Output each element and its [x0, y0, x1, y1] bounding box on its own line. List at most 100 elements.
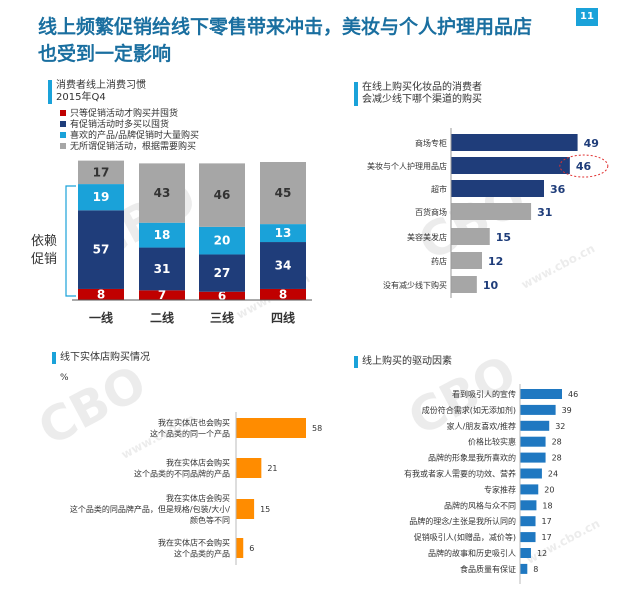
chart4-value-9: 17 — [542, 533, 552, 542]
chart1-bar-3-0 — [260, 288, 306, 300]
chart4-value-5: 24 — [548, 470, 558, 479]
chart3-heading: 线下实体店购买情况 — [52, 352, 150, 364]
chart3-heading-accent — [52, 352, 56, 364]
chart3-category-0-line-1: 这个品类的同一个产品 — [150, 429, 230, 439]
chart1-bar-label-1-0: 7 — [158, 288, 166, 302]
chart1-category-1: 二线 — [150, 310, 174, 325]
chart1-bar-label-2-3: 46 — [214, 188, 231, 202]
chart2-heading-accent — [354, 82, 358, 106]
chart2-highlight-ring — [559, 154, 609, 178]
chart4-bar-5 — [520, 468, 542, 479]
page-number-badge: 11 — [576, 8, 598, 26]
chart2-bar-3 — [451, 203, 532, 220]
chart2-bar-5 — [451, 252, 482, 269]
chart2-value-0: 49 — [584, 137, 599, 150]
chart1-bar-label-0-0: 8 — [97, 287, 105, 301]
chart3-category-3-line-0: 我在实体店不会购买 — [158, 538, 230, 548]
chart3-value-2: 15 — [260, 505, 270, 514]
chart4-bar-0 — [520, 389, 562, 399]
chart2-bar-1 — [451, 157, 570, 174]
chart1-bar-label-0-3: 17 — [93, 165, 110, 179]
chart1-bar-label-3-0: 8 — [279, 287, 287, 301]
chart4-category-10: 品牌的故事和历史吸引人 — [428, 548, 516, 558]
chart4-category-3: 价格比较实惠 — [468, 437, 516, 447]
chart1-bar-1-0 — [139, 290, 185, 300]
chart4-value-3: 28 — [552, 438, 562, 447]
chart4-bar-10 — [520, 548, 531, 558]
chart2-value-6: 10 — [483, 279, 499, 292]
chart4-bar-2 — [520, 420, 550, 431]
chart1-legend-label-1: 有促销活动时多买以囤货 — [70, 118, 169, 130]
chart1-bar-1-2 — [139, 222, 185, 248]
chart1-bar-1-3 — [139, 163, 185, 223]
chart2-category-6: 没有减少线下购买 — [383, 280, 447, 290]
chart3-bar-0 — [236, 418, 306, 438]
chart1-stacked-bars: 只等促销活动才购买并囤货有促销活动时多买以囤货喜欢的产品/品牌促销时大量购买无所… — [31, 107, 312, 325]
chart2-category-4: 美容美发店 — [407, 232, 447, 242]
chart1-bar-3-2 — [260, 224, 306, 243]
chart3-bar-2 — [236, 499, 255, 519]
chart3-category-1-line-0: 我在实体店会购买 — [166, 458, 230, 468]
chart3-unit: % — [60, 373, 69, 383]
chart1-heading-accent — [48, 80, 52, 104]
chart2-category-3: 百货商场 — [415, 207, 447, 217]
chart1-legend-swatch-3 — [60, 143, 66, 149]
chart1-bar-label-2-1: 27 — [214, 266, 231, 280]
chart3-category-1-line-1: 这个品类的不同品牌的产品 — [134, 469, 230, 479]
chart1-bar-1-1 — [139, 247, 185, 291]
chart2-bar-0 — [451, 134, 578, 151]
chart1-bar-3-1 — [260, 242, 306, 289]
chart4-value-0: 46 — [568, 390, 578, 399]
chart3-bar-3 — [236, 538, 244, 558]
chart1-bar-2-2 — [199, 226, 245, 255]
chart4-category-6: 专家推荐 — [484, 484, 516, 494]
chart1-bar-label-1-2: 18 — [154, 228, 171, 242]
chart4-category-1: 成份符合需求(如无添加剂) — [422, 405, 516, 415]
chart1-bar-0-0 — [78, 288, 124, 300]
chart1-title: 消费者线上消费习惯 — [56, 80, 146, 91]
chart1-legend-swatch-2 — [60, 132, 66, 138]
chart1-bar-3-3 — [260, 162, 306, 225]
chart1-bar-2-1 — [199, 254, 245, 292]
chart2-value-2: 36 — [550, 183, 566, 196]
chart1-legend-swatch-1 — [60, 121, 66, 127]
page-title-line-2: 也受到一定影响 — [38, 43, 172, 65]
chart3-offline-bars: 58我在实体店也会购买这个品类的同一个产品21我在实体店会购买这个品类的不同品牌… — [70, 412, 322, 565]
chart1-bar-0-2 — [78, 184, 124, 211]
chart2-subtitle: 会减少线下哪个渠道的购买 — [362, 94, 482, 105]
page-title-line-1: 线上频繁促销给线下零售带来冲击，美妆与个人护理用品店 — [38, 16, 533, 38]
chart4-category-8: 品牌的理念/主张是我所认同的 — [409, 516, 516, 526]
chart1-bar-label-2-2: 20 — [214, 234, 231, 248]
chart2-channel-bars: 商场专柜 49 美妆与个人护理用品店 46 超市 36 百货商场 31 美容美发店 15 药店 12 没… — [367, 128, 609, 298]
chart4-heading: 线上购买的驱动因素 — [354, 356, 452, 368]
chart3-category-3-line-1: 这个品类的产品 — [174, 549, 230, 559]
chart4-heading-accent — [354, 356, 358, 368]
chart4-category-11: 食品质量有保证 — [460, 564, 516, 574]
chart1-bar-2-3 — [199, 163, 245, 227]
watermark-site-1: www.cbo.cn — [519, 241, 597, 291]
chart1-heading: 消费者线上消费习惯 2015年Q4 — [48, 80, 146, 104]
watermark-site-3: www.cbo.cn — [524, 516, 602, 566]
chart2-category-1: 美妆与个人护理用品店 — [367, 161, 447, 171]
chart2-value-1: 46 — [576, 160, 592, 173]
chart4-value-7: 18 — [542, 501, 552, 510]
chart1-legend-label-3: 无所谓促销活动，根据需要购买 — [70, 140, 196, 152]
chart3-bar-1 — [236, 458, 262, 478]
chart1-bar-label-0-1: 57 — [93, 243, 110, 257]
chart4-value-10: 12 — [537, 549, 547, 558]
chart1-legend-swatch-0 — [60, 110, 66, 116]
chart4-bar-1 — [520, 404, 556, 415]
chart1-bar-2-0 — [199, 291, 245, 300]
chart4-category-5: 有我或者家人需要的功效、营养 — [404, 469, 516, 479]
chart4-category-7: 品牌的风格与众不同 — [444, 500, 516, 510]
chart4-category-2: 家人/朋友喜欢/推荐 — [447, 421, 516, 431]
chart4-value-8: 17 — [542, 517, 552, 526]
chart4-value-2: 32 — [555, 422, 565, 431]
chart1-category-2: 三线 — [210, 310, 234, 325]
chart1-category-0: 一线 — [89, 310, 113, 325]
chart3-value-3: 6 — [249, 544, 254, 553]
chart4-bar-3 — [520, 436, 546, 447]
chart4-value-6: 20 — [544, 485, 554, 494]
chart1-bar-label-3-3: 45 — [275, 186, 292, 200]
chart1-bar-label-1-3: 43 — [154, 186, 171, 200]
